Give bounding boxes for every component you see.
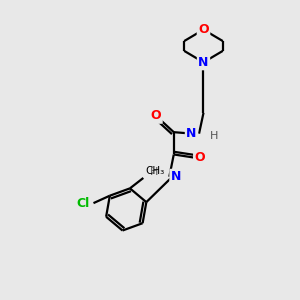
Text: H: H [150, 167, 158, 177]
Text: N: N [198, 56, 209, 69]
Text: CH₃: CH₃ [146, 166, 165, 176]
Text: O: O [151, 109, 161, 122]
Text: H: H [209, 131, 218, 141]
Text: O: O [198, 23, 209, 36]
Text: N: N [171, 170, 181, 183]
Text: Cl: Cl [77, 196, 90, 210]
Text: O: O [195, 151, 205, 164]
Text: N: N [186, 127, 197, 140]
